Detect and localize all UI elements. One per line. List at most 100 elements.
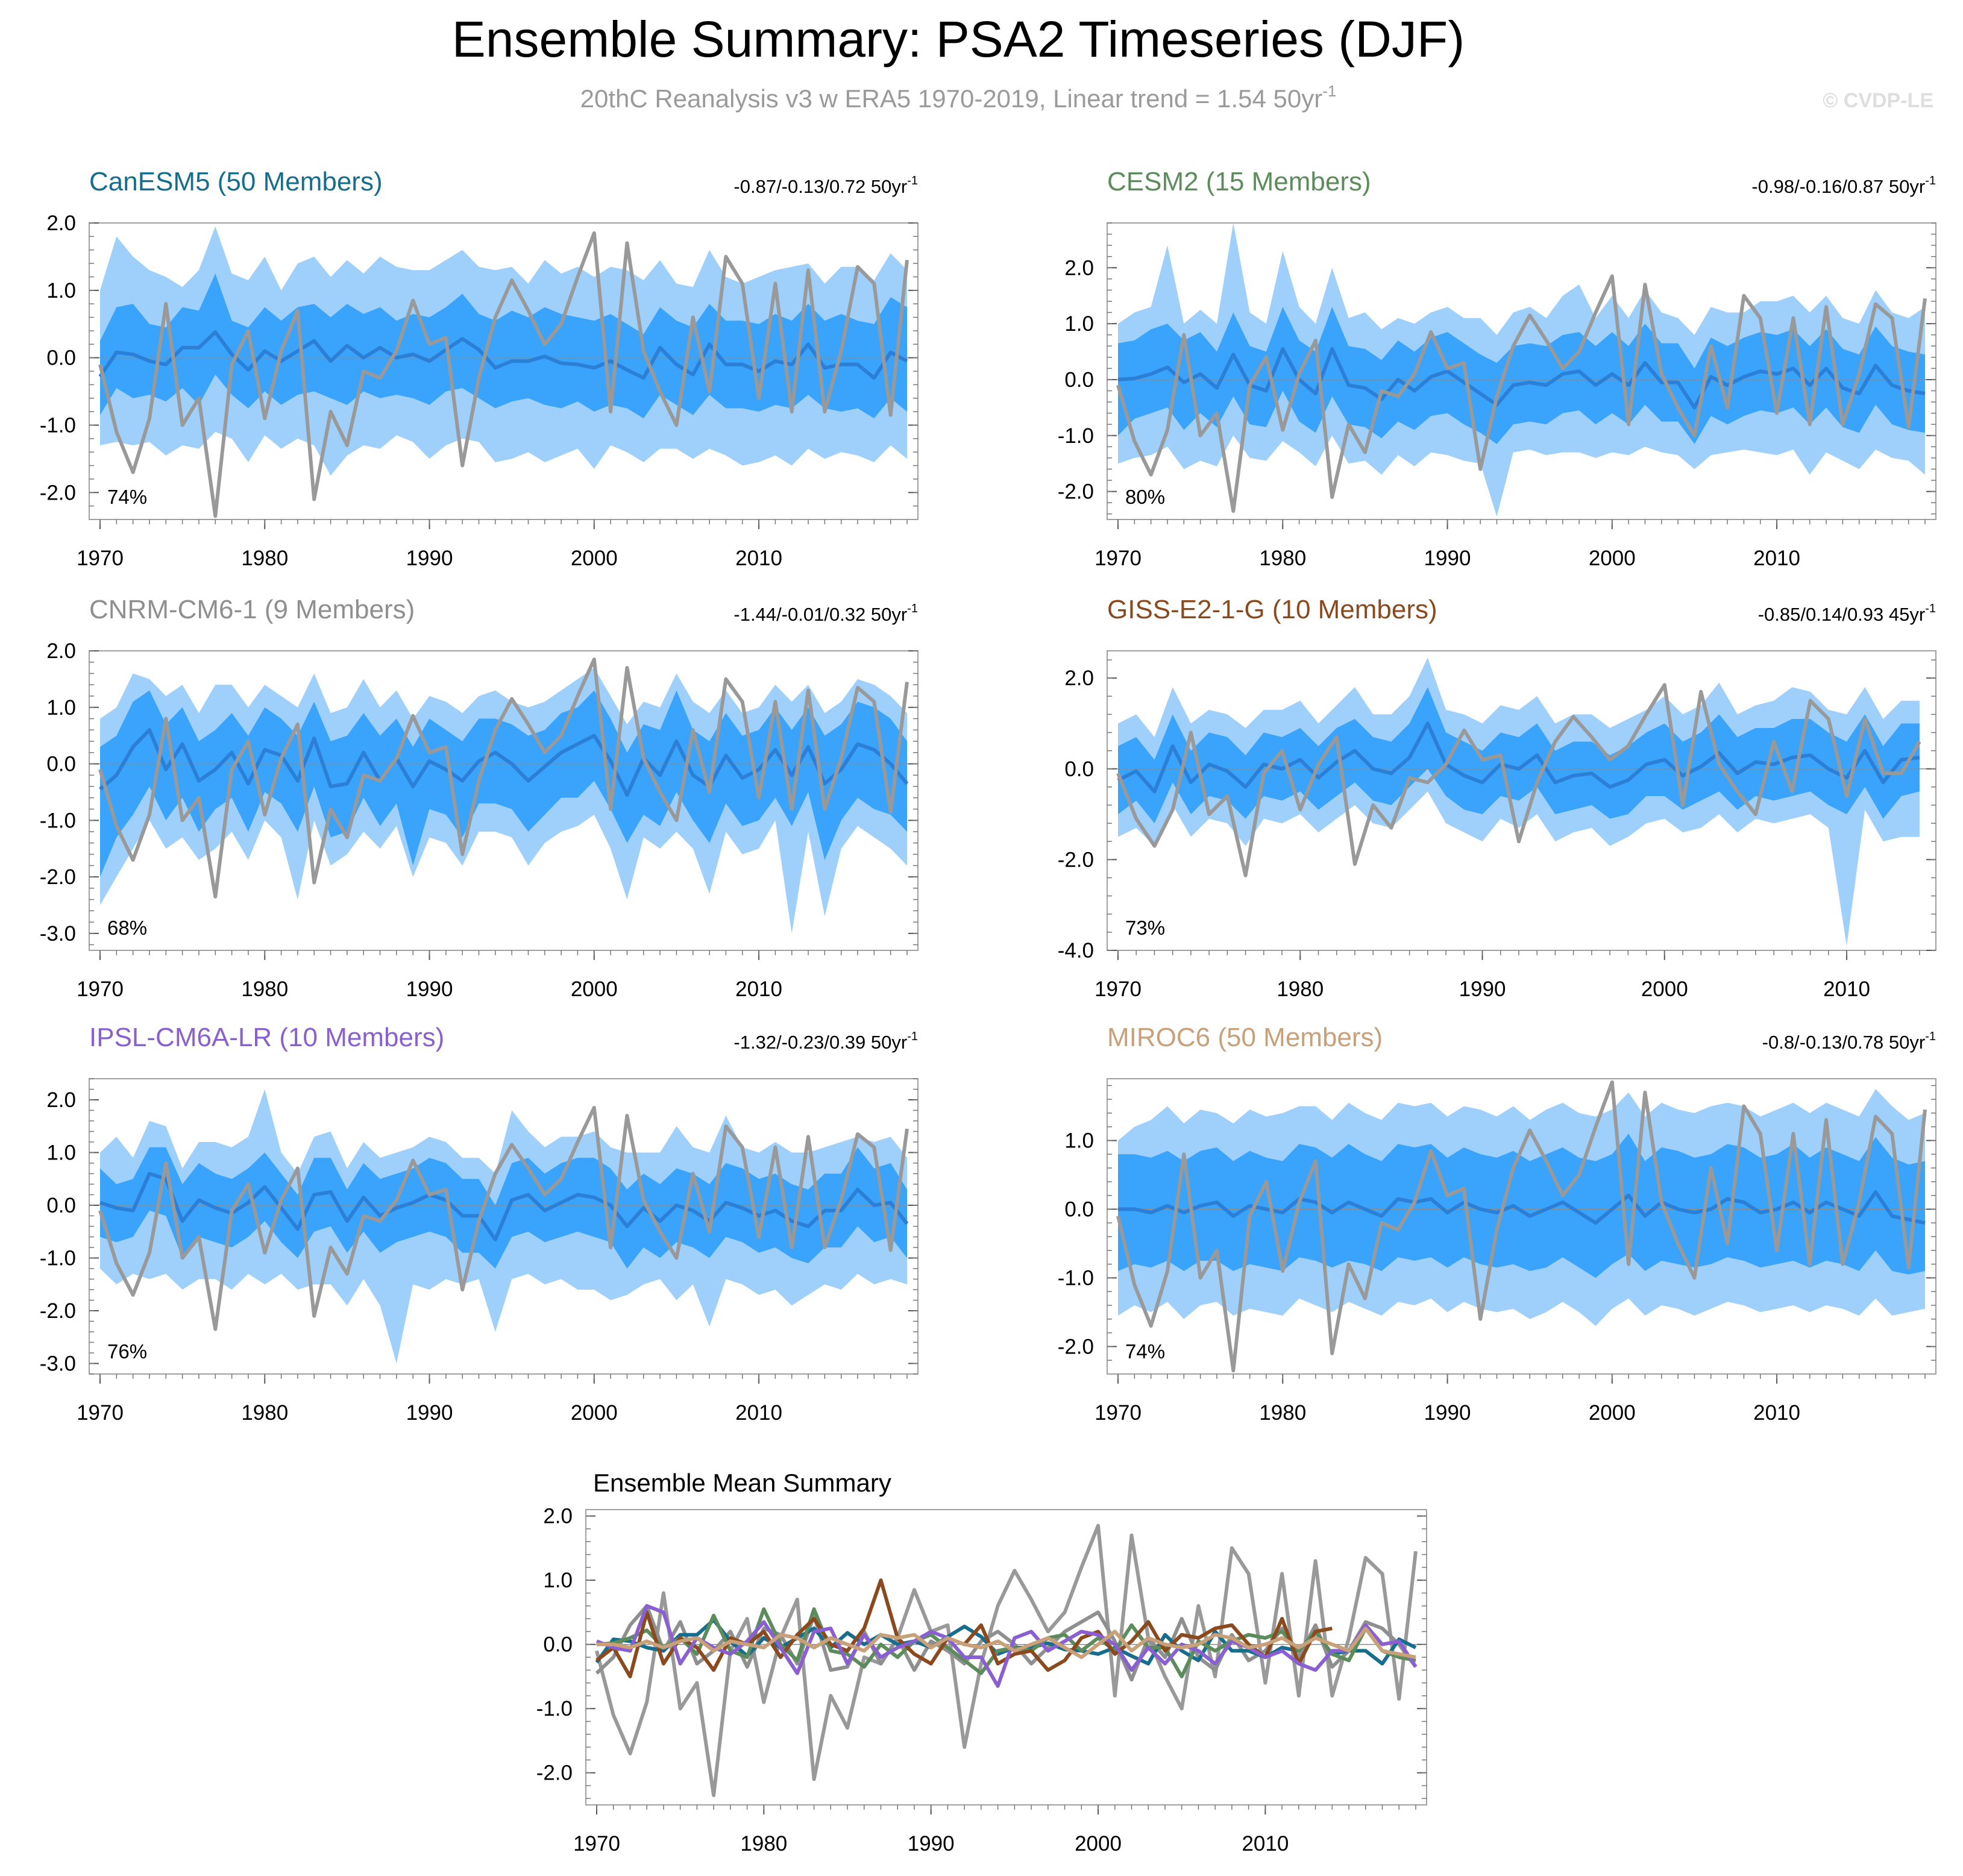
y-tick-label: 0.0 bbox=[46, 347, 76, 370]
x-tick-label: 1990 bbox=[406, 547, 453, 570]
panel-6: MIROC6 (50 Members) -0.8/-0.13/0.78 50yr-… bbox=[1058, 1023, 1936, 1425]
y-tick-label: -1.0 bbox=[40, 809, 76, 832]
trend-superscript: -1 bbox=[907, 174, 918, 187]
y-tick-label: -2.0 bbox=[1058, 848, 1094, 871]
panel-4: GISS-E2-1-G (10 Members) -0.85/0.14/0.93 … bbox=[1058, 595, 1936, 1001]
y-tick-label: -4.0 bbox=[1058, 939, 1094, 962]
panels-layer: CanESM5 (50 Members) -0.87/-0.13/0.72 50y… bbox=[40, 167, 1936, 1856]
x-tick-label: 1990 bbox=[406, 1401, 453, 1425]
y-tick-label: -2.0 bbox=[536, 1761, 573, 1785]
panel-1: CanESM5 (50 Members) -0.87/-0.13/0.72 50y… bbox=[40, 167, 919, 570]
x-tick-label: 1980 bbox=[1259, 1401, 1306, 1425]
panel-7: Ensemble Mean Summary 2.0 1.0 0.0 -1.0 -2.0 19… bbox=[536, 1469, 1427, 1856]
y-tick-label: -3.0 bbox=[40, 1352, 76, 1376]
x-tick-label: 1980 bbox=[241, 547, 288, 570]
trend-text: -1.44/-0.01/0.32 50yr bbox=[733, 604, 907, 625]
x-tick-label: 2010 bbox=[735, 547, 782, 570]
figure-subtitle: 20thC Reanalysis v3 w ERA5 1970-2019, Li… bbox=[580, 82, 1337, 113]
y-tick-label: 2.0 bbox=[543, 1505, 573, 1528]
panel-frame bbox=[89, 650, 919, 951]
x-tick-label: 1990 bbox=[908, 1832, 955, 1856]
plot-area bbox=[1107, 1080, 1936, 1373]
panel-trend-label: -0.87/-0.13/0.72 50yr-1 bbox=[733, 174, 918, 197]
y-tick-label: -2.0 bbox=[1058, 1335, 1094, 1358]
plot-area bbox=[89, 1089, 918, 1364]
observations-line bbox=[1116, 274, 1927, 513]
y-tick-label: 2.0 bbox=[46, 639, 76, 663]
trend-superscript: -1 bbox=[1925, 1030, 1936, 1043]
figure-title: Ensemble Summary: PSA2 Timeseries (DJF) bbox=[452, 11, 1465, 67]
x-tick-label: 2010 bbox=[1823, 977, 1870, 1001]
panel-title: IPSL-CM6A-LR (10 Members) bbox=[89, 1023, 444, 1052]
panel-frame bbox=[1107, 222, 1936, 520]
y-tick-label: 1.0 bbox=[46, 279, 76, 303]
trend-superscript: -1 bbox=[907, 602, 918, 615]
observations-line bbox=[98, 231, 909, 518]
x-tick-label: 2000 bbox=[571, 977, 618, 1001]
trend-text: -0.87/-0.13/0.72 50yr bbox=[733, 176, 907, 197]
plot-area bbox=[586, 1523, 1427, 1797]
x-tick-label: 1980 bbox=[740, 1832, 787, 1856]
panel-2: CESM2 (15 Members) -0.98/-0.16/0.87 50yr-… bbox=[1058, 167, 1936, 570]
x-tick-label: 2010 bbox=[735, 1401, 782, 1425]
plot-area bbox=[1107, 223, 1936, 517]
panel-title: CNRM-CM6-1 (9 Members) bbox=[89, 595, 415, 624]
x-tick-label: 1970 bbox=[1095, 1401, 1142, 1425]
y-tick-label: 0.0 bbox=[1064, 1198, 1094, 1222]
percent-label: 73% bbox=[1125, 917, 1165, 939]
x-tick-label: 1970 bbox=[77, 977, 124, 1001]
y-tick-label: -1.0 bbox=[1058, 424, 1094, 448]
inner-range-band bbox=[1118, 307, 1925, 444]
ensemble-mean-line bbox=[99, 1172, 909, 1241]
inner-range-band bbox=[100, 273, 907, 419]
series-line-ipsl-cm6a-lr bbox=[595, 1604, 1418, 1688]
trend-superscript: -1 bbox=[1925, 602, 1936, 615]
plot-area bbox=[89, 226, 918, 518]
x-tick-label: 2000 bbox=[571, 1401, 618, 1425]
panel-frame bbox=[1107, 650, 1936, 951]
x-tick-label: 2010 bbox=[735, 977, 782, 1001]
trend-text: -0.8/-0.13/0.78 50yr bbox=[1762, 1032, 1926, 1053]
panel-title: CESM2 (15 Members) bbox=[1107, 167, 1371, 196]
y-tick-label: 0.0 bbox=[1064, 758, 1094, 781]
inner-range-band bbox=[100, 1147, 907, 1269]
observations-line bbox=[98, 657, 909, 899]
trend-text: -0.98/-0.16/0.87 50yr bbox=[1751, 176, 1925, 197]
panel-trend-label: -1.44/-0.01/0.32 50yr-1 bbox=[733, 602, 918, 625]
panel-3: CNRM-CM6-1 (9 Members) -1.44/-0.01/0.32 5… bbox=[40, 595, 919, 1001]
x-tick-label: 1980 bbox=[1277, 977, 1324, 1001]
percent-label: 74% bbox=[107, 486, 147, 508]
panel-trend-label: -0.98/-0.16/0.87 50yr-1 bbox=[1751, 174, 1936, 197]
x-tick-label: 2010 bbox=[1753, 1401, 1800, 1425]
y-tick-label: -2.0 bbox=[40, 1299, 76, 1323]
inner-range-band bbox=[100, 690, 907, 877]
y-tick-label: -1.0 bbox=[40, 413, 76, 437]
y-tick-label: 1.0 bbox=[1064, 312, 1094, 336]
y-tick-label: -2.0 bbox=[40, 481, 76, 504]
x-tick-label: 1970 bbox=[573, 1832, 620, 1856]
y-tick-label: 0.0 bbox=[46, 753, 76, 776]
observations-line bbox=[1116, 683, 1921, 877]
subtitle-text: 20thC Reanalysis v3 w ERA5 1970-2019, Li… bbox=[580, 84, 1323, 113]
y-tick-label: 2.0 bbox=[1064, 256, 1094, 280]
y-tick-label: -2.0 bbox=[40, 865, 76, 889]
x-tick-label: 2000 bbox=[1641, 977, 1688, 1001]
x-tick-label: 1970 bbox=[1095, 547, 1142, 570]
y-tick-label: 0.0 bbox=[46, 1194, 76, 1217]
observations-line bbox=[1116, 1080, 1927, 1373]
x-tick-label: 1970 bbox=[1095, 977, 1142, 1001]
x-tick-label: 1990 bbox=[406, 977, 453, 1001]
y-tick-label: 1.0 bbox=[1064, 1129, 1094, 1153]
observations-line bbox=[98, 1106, 909, 1331]
y-tick-label: -2.0 bbox=[1058, 480, 1094, 504]
y-tick-label: 1.0 bbox=[543, 1569, 573, 1592]
trend-superscript: -1 bbox=[1925, 174, 1936, 187]
ensemble-mean-line bbox=[99, 728, 909, 797]
percent-label: 76% bbox=[107, 1340, 147, 1363]
panel-frame bbox=[1107, 1078, 1936, 1375]
panel-title: CanESM5 (50 Members) bbox=[89, 167, 383, 196]
inner-range-band bbox=[1118, 687, 1920, 824]
y-tick-label: -1.0 bbox=[1058, 1266, 1094, 1290]
panel-title: GISS-E2-1-G (10 Members) bbox=[1107, 595, 1437, 624]
